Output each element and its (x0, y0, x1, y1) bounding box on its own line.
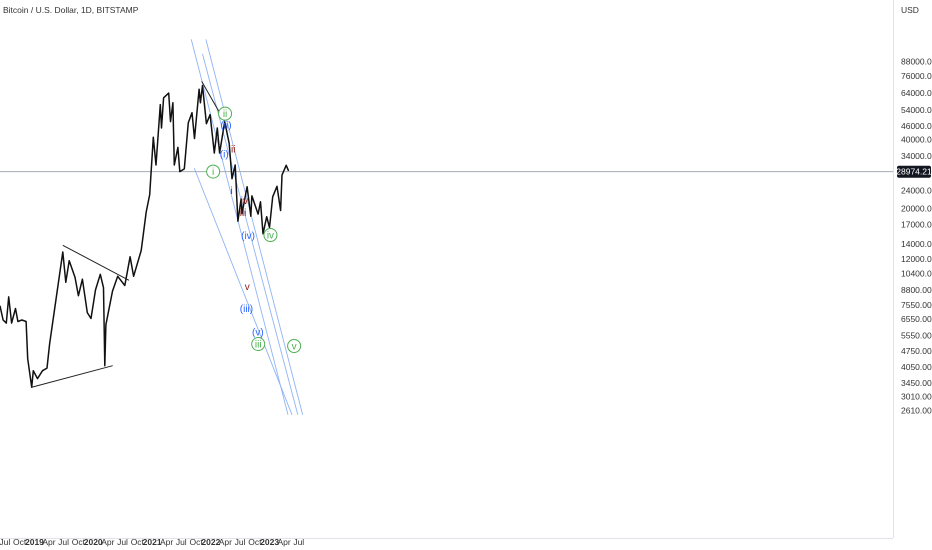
price-tick-label: 64000.00 (901, 88, 932, 98)
time-tick-label: Oct (248, 537, 262, 547)
price-tick-label: 54000.00 (901, 105, 932, 115)
wave-label-circle (287, 339, 302, 354)
wave-label-12: iv (263, 228, 278, 243)
wave-label-2: ii (218, 106, 233, 121)
wave-label-text: (v) (252, 328, 264, 339)
wave-label-1: i (206, 164, 221, 179)
wave-label-11: (iii) (240, 304, 253, 315)
price-tick-label: 88000.00 (901, 56, 932, 66)
price-tick-label: 3010.00 (901, 391, 932, 401)
current-price-badge: 28974.21 (896, 165, 932, 178)
trendline-1[interactable] (62, 244, 130, 281)
price-tick-label: 4050.00 (901, 362, 932, 372)
price-tick-label: 4750.00 (901, 346, 932, 356)
time-tick-label: Apr (219, 537, 232, 547)
chart-title: Bitcoin / U.S. Dollar, 1D, BITSTAMP (3, 5, 139, 15)
price-tick-label: 76000.00 (901, 71, 932, 81)
wave-label-text: (i) (220, 150, 229, 161)
wave-label-text: iv (241, 196, 248, 207)
time-tick-label: Jul (58, 537, 69, 547)
wave-label-4: (i) (220, 150, 229, 161)
wave-label-circle (251, 337, 266, 352)
wave-label-text: i (212, 167, 214, 178)
wave-label-15: v (287, 339, 302, 354)
wave-label-circle (206, 164, 221, 179)
wave-label-13: (v) (252, 328, 264, 339)
wave-label-text: ii (223, 109, 227, 120)
price-tick-label: 24000.00 (901, 185, 932, 195)
price-tick-label: 40000.00 (901, 135, 932, 145)
channel-line-1[interactable] (193, 168, 293, 415)
channel-line-4[interactable] (205, 39, 304, 415)
time-tick-label: Oct (189, 537, 203, 547)
price-tick-label: 6550.00 (901, 314, 932, 324)
wave-label-14: iii (251, 337, 266, 352)
price-axis[interactable]: 88000.00 76000.00 64000.00 54000.00 46000.00… (901, 56, 932, 415)
wave-label-9: (iv) (241, 231, 255, 242)
time-tick-label: Apr (160, 537, 173, 547)
price-tick-label: 7550.00 (901, 300, 932, 310)
wave-label-text: (ii) (220, 120, 231, 131)
trendline-2[interactable] (31, 365, 113, 388)
time-tick-label: Apr (101, 537, 114, 547)
time-tick-label: 2020 (84, 537, 103, 547)
wave-label-text: (iv) (241, 231, 255, 242)
wave-label-8: iv (241, 196, 248, 207)
wave-label-6: i (231, 186, 233, 197)
price-tick-label: 5550.00 (901, 331, 932, 341)
time-tick-label: Jul (176, 537, 187, 547)
time-tick-label: Jul (0, 537, 10, 547)
time-tick-label: Oct (13, 537, 27, 547)
time-tick-label: Jul (235, 537, 246, 547)
price-series-line[interactable] (0, 84, 290, 388)
time-tick-label: Apr (278, 537, 291, 547)
price-tick-label: 34000.00 (901, 151, 932, 161)
wave-label-circle (263, 228, 278, 243)
wave-label-text: ii (231, 144, 235, 155)
time-tick-label: 2023 (260, 537, 279, 547)
price-tick-label: 8800.00 (901, 285, 932, 295)
currency-label: USD (901, 5, 919, 15)
wave-label-10: v (245, 282, 250, 293)
time-tick-label: 2019 (25, 537, 44, 547)
time-tick-label: Apr (42, 537, 55, 547)
price-tick-label: 12000.00 (901, 254, 932, 264)
time-tick-label: Oct (72, 537, 86, 547)
wave-label-text: iv (267, 231, 274, 242)
price-tick-label: 14000.00 (901, 239, 932, 249)
time-tick-label: Jul (293, 537, 304, 547)
wave-label-text: iii (255, 340, 262, 351)
wave-label-3: (ii) (220, 120, 231, 131)
time-tick-label: 2022 (201, 537, 220, 547)
price-tick-label: 2610.00 (901, 406, 932, 416)
current-price-value: 28974.21 (896, 167, 932, 177)
price-tick-label: 20000.00 (901, 203, 932, 213)
wave-label-text: iii (240, 208, 247, 219)
wave-label-circle (218, 106, 233, 121)
wave-label-text: i (231, 186, 233, 197)
price-tick-label: 3450.00 (901, 378, 932, 388)
wave-label-5: ii (231, 144, 235, 155)
wave-label-7: iii (240, 208, 247, 219)
time-tick-label: Oct (131, 537, 145, 547)
channel-line-3[interactable] (190, 39, 289, 415)
price-tick-label: 46000.00 (901, 121, 932, 131)
wave-label-text: v (292, 342, 297, 353)
time-tick-label: Jul (117, 537, 128, 547)
wave-label-text: v (245, 282, 250, 293)
price-tick-label: 10400.00 (901, 268, 932, 278)
wave-label-text: (iii) (240, 304, 253, 315)
time-tick-label: 2021 (143, 537, 162, 547)
price-tick-label: 17000.00 (901, 220, 932, 230)
